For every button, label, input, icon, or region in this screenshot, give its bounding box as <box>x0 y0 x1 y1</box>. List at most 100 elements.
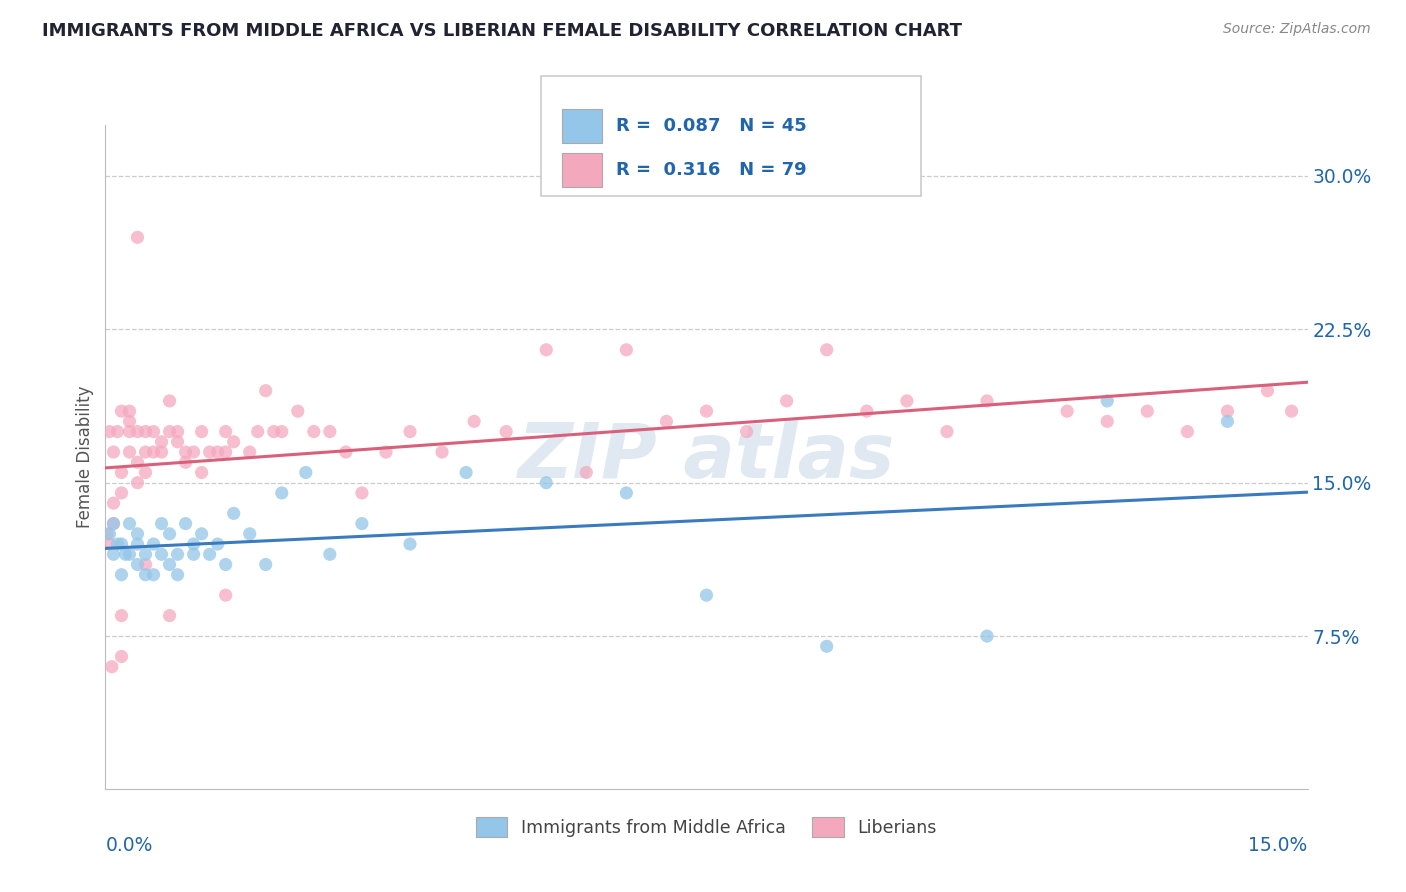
Point <box>1216 404 1239 418</box>
Point <box>430 445 453 459</box>
Text: R =  0.087   N = 45: R = 0.087 N = 45 <box>616 118 807 136</box>
Point <box>142 567 165 582</box>
Point <box>107 425 129 439</box>
Point <box>110 404 132 418</box>
Point <box>295 466 318 480</box>
Point <box>207 445 229 459</box>
Point <box>118 547 141 561</box>
Point <box>534 343 557 357</box>
Point <box>118 414 141 428</box>
Point <box>142 425 165 439</box>
Point <box>98 526 121 541</box>
Point <box>335 445 357 459</box>
Text: R =  0.316   N = 79: R = 0.316 N = 79 <box>616 161 807 178</box>
Point <box>616 343 638 357</box>
Point <box>222 434 245 449</box>
Point <box>107 537 129 551</box>
Point <box>976 393 998 408</box>
Point <box>135 466 157 480</box>
Point <box>118 425 141 439</box>
Point <box>399 537 422 551</box>
Point <box>239 526 262 541</box>
Point <box>135 547 157 561</box>
Point <box>166 425 188 439</box>
Point <box>1257 384 1279 398</box>
Point <box>302 425 325 439</box>
Point <box>1177 425 1199 439</box>
Point <box>350 516 373 531</box>
Point <box>142 445 165 459</box>
Point <box>127 537 149 551</box>
Point <box>96 526 118 541</box>
Point <box>495 425 517 439</box>
Point <box>254 384 277 398</box>
Point <box>103 516 125 531</box>
Point <box>159 425 181 439</box>
Point <box>214 445 236 459</box>
Text: IMMIGRANTS FROM MIDDLE AFRICA VS LIBERIAN FEMALE DISABILITY CORRELATION CHART: IMMIGRANTS FROM MIDDLE AFRICA VS LIBERIA… <box>42 22 962 40</box>
Point <box>655 414 678 428</box>
Point <box>101 659 124 673</box>
Point <box>1216 414 1239 428</box>
Point <box>214 588 236 602</box>
Point <box>127 558 149 572</box>
Point <box>254 558 277 572</box>
Point <box>350 486 373 500</box>
Point <box>896 393 918 408</box>
Point <box>159 393 181 408</box>
Point <box>198 547 221 561</box>
Point <box>159 608 181 623</box>
Point <box>246 425 269 439</box>
Point <box>174 445 197 459</box>
Legend: Immigrants from Middle Africa, Liberians: Immigrants from Middle Africa, Liberians <box>470 810 943 844</box>
Point <box>110 466 132 480</box>
Point <box>454 466 477 480</box>
Point <box>616 486 638 500</box>
Point <box>135 425 157 439</box>
Point <box>98 425 121 439</box>
Point <box>150 516 173 531</box>
Point <box>198 445 221 459</box>
Point <box>463 414 485 428</box>
Point <box>159 558 181 572</box>
Point <box>103 496 125 510</box>
Point <box>135 445 157 459</box>
Point <box>110 608 132 623</box>
Point <box>270 425 292 439</box>
Point <box>319 425 342 439</box>
Point <box>127 230 149 244</box>
Point <box>142 537 165 551</box>
Point <box>110 537 132 551</box>
Point <box>976 629 998 643</box>
Point <box>118 516 141 531</box>
Point <box>190 425 212 439</box>
Point <box>1136 404 1159 418</box>
Point <box>815 640 838 654</box>
Point <box>174 516 197 531</box>
Point <box>263 425 285 439</box>
Point <box>696 588 718 602</box>
Point <box>127 475 149 490</box>
Point <box>183 537 205 551</box>
Point <box>135 567 157 582</box>
Point <box>190 526 212 541</box>
Point <box>166 547 188 561</box>
Point <box>110 486 132 500</box>
Point <box>127 526 149 541</box>
Point <box>1056 404 1078 418</box>
Point <box>374 445 398 459</box>
Point <box>776 393 799 408</box>
Point <box>1097 414 1119 428</box>
Text: ZIP atlas: ZIP atlas <box>517 420 896 494</box>
Point <box>114 547 136 561</box>
Point <box>575 466 598 480</box>
Point <box>98 537 121 551</box>
Point <box>103 516 125 531</box>
Point <box>735 425 758 439</box>
Point <box>103 547 125 561</box>
Point <box>166 567 188 582</box>
Y-axis label: Female Disability: Female Disability <box>76 386 94 528</box>
Point <box>166 434 188 449</box>
Point <box>150 434 173 449</box>
Point <box>135 558 157 572</box>
